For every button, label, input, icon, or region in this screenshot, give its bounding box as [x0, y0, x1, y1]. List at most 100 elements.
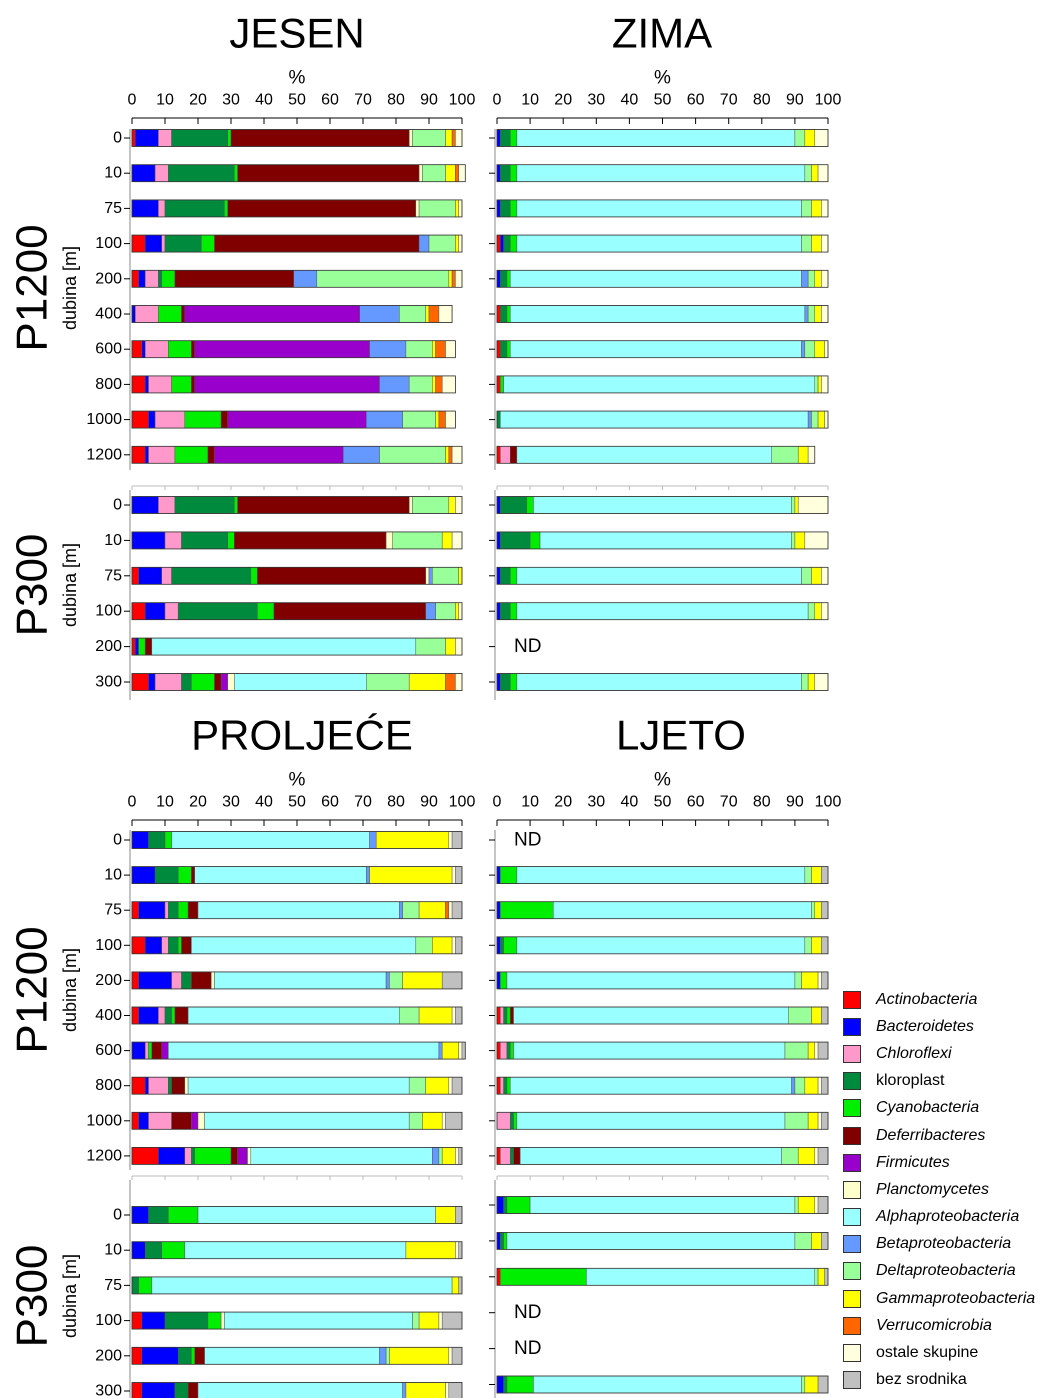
- bar-segment: [784, 1112, 809, 1130]
- bar-segment: [342, 446, 380, 464]
- bar-segment: [405, 340, 433, 358]
- legend-swatch: [843, 1208, 861, 1227]
- bar-segment: [500, 1006, 504, 1025]
- bar-segment: [448, 446, 453, 464]
- depth-tick-label: 300: [95, 674, 122, 691]
- bar-outline: [496, 305, 829, 323]
- bar-segment: [151, 1041, 162, 1060]
- bar-segment: [801, 567, 812, 585]
- depth-tick-label: 100: [95, 1312, 122, 1329]
- x-tick-label: 20: [554, 92, 572, 109]
- legend-swatch: [843, 1017, 861, 1036]
- depth-tick-label: 0: [113, 497, 122, 514]
- bar-segment: [131, 270, 139, 288]
- x-tick-label: 70: [720, 92, 738, 109]
- bar-segment: [506, 340, 511, 358]
- bar-outline: [131, 445, 463, 464]
- bar-segment: [496, 673, 501, 691]
- bar-outline: [496, 164, 829, 183]
- legend-label: Deferribacteres: [876, 1126, 986, 1144]
- legend-label: bez srodnika: [876, 1371, 967, 1389]
- bar-segment: [807, 673, 816, 691]
- bar-segment: [366, 866, 370, 884]
- bar-segment: [445, 673, 456, 691]
- legend-item: bez srodnika: [843, 1367, 1051, 1394]
- bar-segment: [131, 971, 139, 990]
- bar-segment: [412, 1311, 420, 1330]
- bar-segment: [516, 1112, 786, 1130]
- legend-item: Betaproteobacteria: [843, 1231, 1051, 1258]
- bar-outline: [496, 531, 829, 550]
- bar-segment: [138, 1112, 149, 1130]
- bar-segment: [500, 936, 504, 955]
- bar-segment: [161, 1241, 186, 1259]
- bar-segment: [455, 1241, 459, 1259]
- bar-outline: [496, 1076, 829, 1095]
- bar-segment: [164, 831, 172, 849]
- x-tick-label: 0: [128, 794, 137, 811]
- bar-segment: [500, 1076, 504, 1095]
- bar-segment: [408, 496, 413, 514]
- bar-segment: [516, 602, 809, 620]
- bar-segment: [509, 1147, 514, 1165]
- bar-segment: [811, 1006, 822, 1025]
- bar-segment: [385, 1347, 390, 1365]
- bar-segment: [500, 199, 511, 218]
- bar-segment: [385, 531, 393, 550]
- bar-segment: [455, 637, 463, 656]
- bar-segment: [811, 410, 819, 429]
- bar-segment: [533, 1375, 802, 1394]
- bar-segment: [503, 1196, 508, 1214]
- bar-segment: [141, 1382, 176, 1398]
- bar-segment: [138, 637, 146, 656]
- bar-segment: [131, 1041, 146, 1060]
- bar-segment: [164, 531, 182, 550]
- bar-segment: [451, 831, 463, 849]
- bar-segment: [496, 567, 501, 585]
- bar-segment: [194, 1147, 232, 1165]
- bar-segment: [801, 971, 819, 990]
- bar-segment: [794, 531, 806, 550]
- bar-segment: [445, 1112, 463, 1130]
- bar-segment: [191, 1147, 195, 1165]
- legend-label: Bacteroidetes: [876, 1017, 974, 1035]
- bar-segment: [408, 1112, 423, 1130]
- bar-segment: [509, 1006, 514, 1025]
- bar-segment: [197, 1112, 205, 1130]
- bar-segment: [529, 531, 541, 550]
- bar-segment: [509, 446, 518, 464]
- bar-segment: [194, 375, 380, 394]
- bar-segment: [408, 1076, 426, 1095]
- bar-segment: [389, 1347, 450, 1365]
- bar-segment: [441, 531, 453, 550]
- x-tick-label: 70: [354, 92, 372, 109]
- bar-segment: [144, 270, 159, 288]
- bar-segment: [174, 1006, 189, 1025]
- bar-segment: [821, 1232, 829, 1250]
- bar-segment: [379, 446, 446, 464]
- bar-segment: [177, 866, 192, 884]
- bar-segment: [455, 270, 463, 288]
- bar-segment: [445, 129, 453, 147]
- bar-segment: [214, 234, 420, 253]
- bar-segment: [807, 1041, 816, 1060]
- legend-label: Firmicutes: [876, 1153, 950, 1171]
- bar-segment: [148, 446, 176, 464]
- bar-outline: [131, 637, 463, 656]
- bar-segment: [131, 1147, 159, 1165]
- bar-segment: [418, 234, 430, 253]
- x-tick-label: 20: [189, 92, 207, 109]
- bar-segment: [184, 1076, 189, 1095]
- bar-segment: [293, 270, 318, 288]
- bar-segment: [496, 375, 501, 394]
- bar-segment: [503, 936, 518, 955]
- x-tick-label: 100: [815, 794, 842, 811]
- legend-item: Cyanobacteria: [843, 1095, 1051, 1122]
- bar-outline: [496, 445, 816, 464]
- bar-segment: [138, 1276, 153, 1295]
- bar-segment: [509, 129, 518, 147]
- bar-segment: [204, 1112, 410, 1130]
- bar-segment: [138, 270, 146, 288]
- bar-outline: [496, 234, 829, 253]
- bar-segment: [201, 234, 215, 253]
